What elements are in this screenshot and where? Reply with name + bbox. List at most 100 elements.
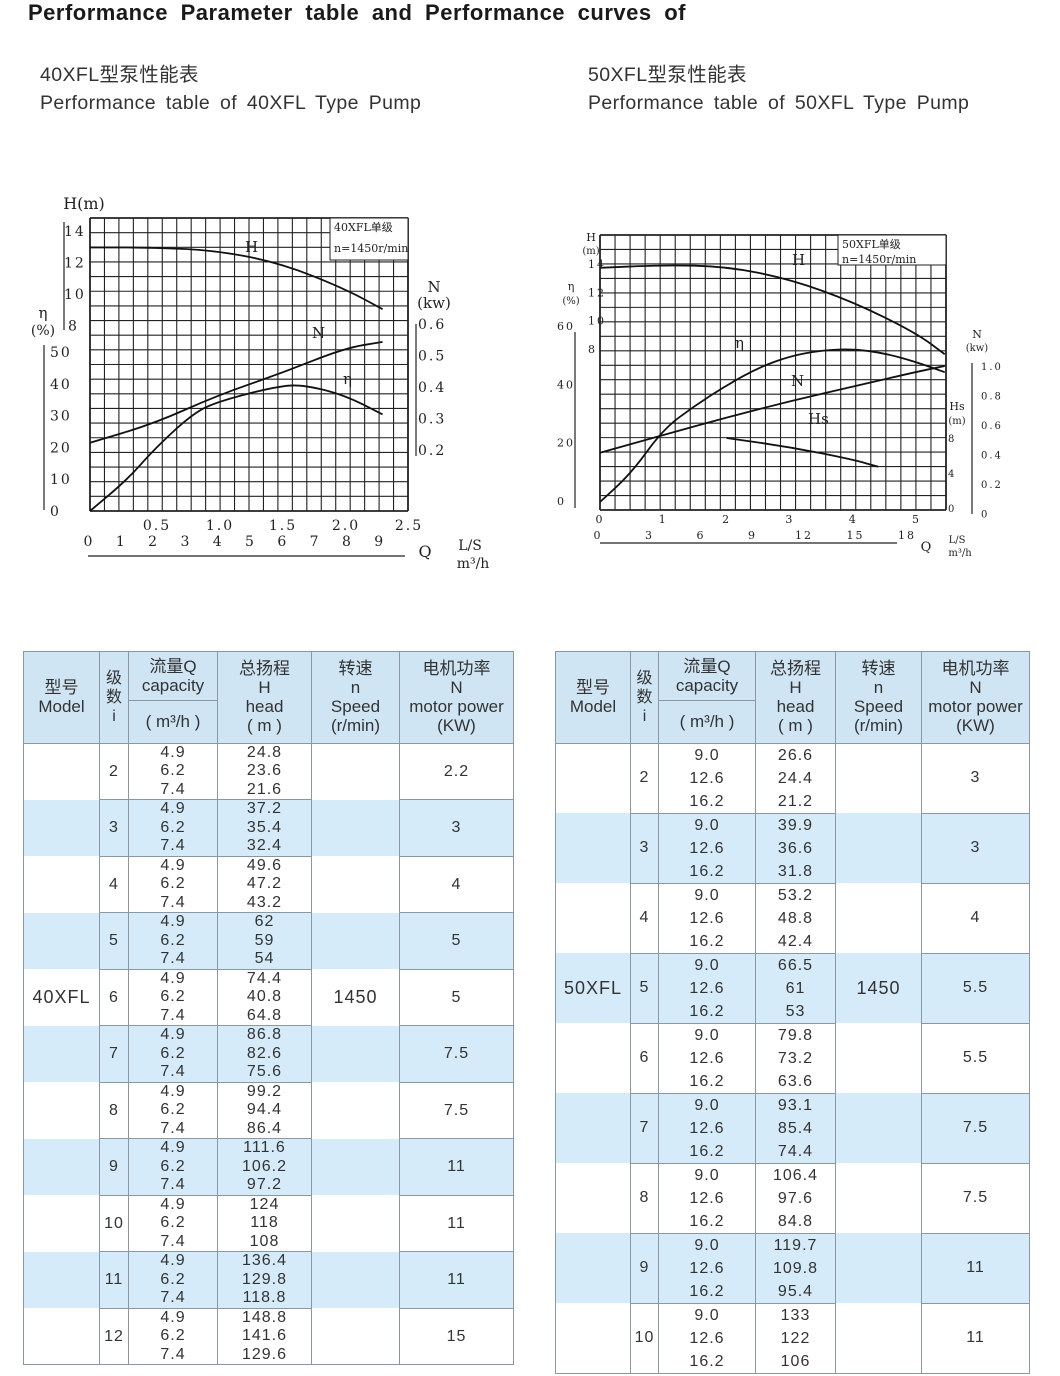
head-cell: 53.2 48.8 42.4 <box>755 882 836 954</box>
n-axis-tick: 0 <box>981 510 989 521</box>
capacity-value: 7.4 <box>160 1006 186 1024</box>
table-row: 9 9.0 12.6 16.2 119.7 109.8 95.4 11 <box>555 1232 1030 1304</box>
stage-cell: 4 <box>99 855 129 914</box>
head-value: 97.6 <box>777 1189 814 1207</box>
table-row: 2 4.9 6.2 7.4 24.8 23.6 21.6 2.2 <box>23 742 514 801</box>
head-value: 61 <box>785 979 806 997</box>
stage-cell: 7 <box>99 1025 129 1083</box>
n-axis-tick: 0.2 <box>981 480 1003 491</box>
head-cell: 74.4 40.8 64.8 <box>217 968 312 1027</box>
eta-axis-tick: 0 <box>50 504 61 520</box>
speed-cell <box>311 799 400 857</box>
power-cell: 4 <box>921 882 1030 954</box>
head-cn: 总扬程 <box>239 659 290 679</box>
curve-label-N: N <box>791 372 804 390</box>
capacity-cell: 9.0 12.6 16.2 <box>658 1092 756 1164</box>
power-sym: N <box>450 678 463 698</box>
head-cell: 111.6 106.2 97.2 <box>217 1138 312 1196</box>
capacity-value: 4.9 <box>160 1082 186 1100</box>
head-value: 49.6 <box>246 856 283 874</box>
table-row: 4 9.0 12.6 16.2 53.2 48.8 42.4 4 <box>555 882 1030 954</box>
q-tick-ls: 4 <box>849 513 858 526</box>
stage-cell: 6 <box>99 968 129 1027</box>
head-value: 148.8 <box>241 1308 288 1326</box>
q-tick-m3h: 3 <box>645 529 654 542</box>
eta-axis-tick: 40 <box>557 378 575 391</box>
capacity-value: 6.2 <box>160 931 186 949</box>
stage-cell: 3 <box>99 799 129 857</box>
table-row: 11 4.9 6.2 7.4 136.4 129.8 118.8 11 <box>23 1251 514 1309</box>
head-value: 75.6 <box>246 1063 283 1081</box>
curve-label-eta: η <box>343 370 352 388</box>
head-cell: 148.8 141.6 129.6 <box>217 1307 312 1366</box>
head-value: 39.9 <box>777 816 814 834</box>
head-value: 119.7 <box>773 1236 818 1254</box>
capacity-value: 4.9 <box>160 1195 186 1213</box>
model-cell <box>555 1093 631 1164</box>
curve-N <box>599 365 945 454</box>
n-axis-tick: 0.8 <box>981 392 1003 403</box>
head-cell: 93.1 85.4 74.4 <box>755 1092 836 1164</box>
table-row: 9 4.9 6.2 7.4 111.6 106.2 97.2 11 <box>23 1138 514 1196</box>
capacity-value: 16.2 <box>689 1072 725 1090</box>
n-axis-tick: 1.0 <box>981 362 1003 373</box>
model-cell <box>23 1195 100 1252</box>
power-cell: 2.2 <box>399 742 514 801</box>
q-tick-m3h: 8 <box>342 534 353 550</box>
right-en-title: Performance table of 50XFL Type Pump <box>588 92 970 114</box>
power-cell: 7.5 <box>921 1162 1030 1234</box>
head-value: 129.6 <box>241 1345 288 1363</box>
capacity-value: 7.4 <box>160 950 186 968</box>
capacity-value: 6.2 <box>160 988 186 1006</box>
capacity-value: 7.4 <box>160 1119 186 1137</box>
head-value: 47.2 <box>246 875 283 893</box>
table-row: 5 4.9 6.2 7.4 62 59 54 5 <box>23 912 514 970</box>
h-axis-tick: 10 <box>64 287 86 303</box>
curve-eta <box>599 348 946 503</box>
stage-cell: 5 <box>99 912 129 970</box>
power-cell: 5.5 <box>921 1022 1030 1094</box>
capacity-cell: 4.9 6.2 7.4 <box>128 1194 218 1253</box>
capacity-value: 12.6 <box>689 979 725 997</box>
q-tick-m3h: 3 <box>180 534 191 550</box>
speed-cell <box>311 1138 400 1196</box>
n-axis-title: N <box>972 328 982 341</box>
n-axis-title: N <box>427 278 440 296</box>
model-cell <box>23 912 100 970</box>
eta-axis-title: η <box>568 280 575 293</box>
capacity-value: 7.4 <box>160 1232 186 1250</box>
h-axis-title: H <box>586 231 596 244</box>
table-row: 8 9.0 12.6 16.2 106.4 97.6 84.8 7.5 <box>555 1162 1030 1234</box>
head-value: 53 <box>785 1002 806 1020</box>
h-axis-tick: 14 <box>588 258 606 271</box>
head-unit: ( m ) <box>247 716 282 736</box>
capacity-cell: 4.9 6.2 7.4 <box>128 799 218 857</box>
n-axis-unit: (kw) <box>966 343 989 354</box>
model-cell <box>23 1138 100 1196</box>
annotation-text: n=1450r/min <box>334 242 408 255</box>
curve-H <box>90 246 383 310</box>
head-value: 53.2 <box>777 886 814 904</box>
capacity-value: 9.0 <box>694 1236 720 1254</box>
q-tick-m3h: 18 <box>898 529 916 542</box>
power-sym: N <box>969 678 982 698</box>
header-stage: 级数 i <box>630 651 659 744</box>
head-value: 40.8 <box>246 988 283 1006</box>
head-value: 118 <box>250 1214 279 1232</box>
head-cell: 133 122 106 <box>755 1302 836 1374</box>
speed-cell <box>835 1163 922 1234</box>
capacity-value: 6.2 <box>160 1044 186 1062</box>
head-value: 124 <box>249 1195 280 1213</box>
head-cell: 99.2 94.4 86.4 <box>217 1081 312 1140</box>
right-cn-title: 50XFL型泵性能表 <box>588 64 747 86</box>
table-row: 50XFL 5 9.0 12.6 16.2 66.5 61 53 1450 5.5 <box>555 952 1030 1024</box>
capacity-value: 7.4 <box>160 1063 186 1081</box>
model-cell <box>23 1082 100 1139</box>
table-row: 10 9.0 12.6 16.2 133 122 106 11 <box>555 1302 1030 1374</box>
head-en: head <box>776 697 815 717</box>
capacity-value: 7.4 <box>160 837 186 855</box>
head-cell: 49.6 47.2 43.2 <box>217 855 312 914</box>
model-cell <box>23 1308 100 1366</box>
eta-axis-tick: 50 <box>50 345 72 361</box>
